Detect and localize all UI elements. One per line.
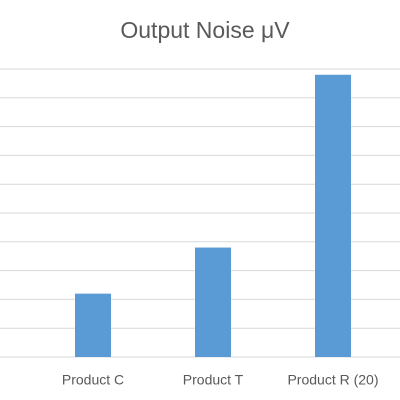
x-tick-label: Product C — [62, 372, 124, 388]
x-tick-label: Product R (20) — [287, 372, 378, 388]
bar — [75, 293, 111, 357]
chart-title: Output Noise μV — [120, 17, 290, 43]
bar — [315, 74, 351, 357]
bar — [195, 247, 231, 357]
x-tick-label: Product T — [183, 372, 244, 388]
